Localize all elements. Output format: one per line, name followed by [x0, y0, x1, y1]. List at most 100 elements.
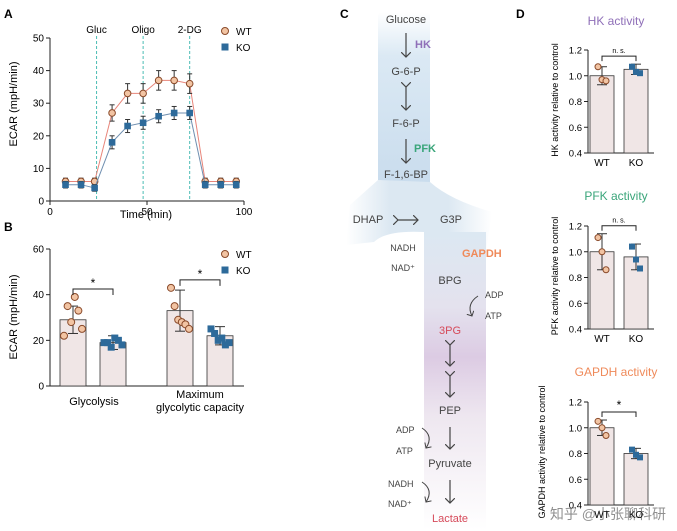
cofactor-nad-2: NAD⁺: [388, 499, 412, 509]
enzyme-hk: HK: [415, 39, 431, 51]
d-point-wt: [594, 417, 602, 425]
d-x-tick-label: WT: [594, 510, 610, 521]
a-point-ko: [91, 184, 98, 192]
hk-activity-title: HK activity: [588, 14, 645, 28]
metabolite-f16bp: F-1,6-BP: [384, 169, 428, 181]
atp-generation-arc-2: [421, 427, 429, 448]
metabolite-f6p: F-6-P: [392, 118, 420, 130]
pfk-activity-ylabel: PFK activity relative to control: [550, 217, 560, 336]
panel-b-legend: WT KO: [221, 250, 252, 277]
d-x-tick-label: WT: [594, 158, 610, 169]
a-point-ko: [232, 181, 240, 188]
cofactor-adp-2: ADP: [396, 425, 415, 435]
d-significance-bracket: [601, 55, 637, 62]
legend-wt-marker: [221, 27, 229, 35]
b-significance-bracket: [179, 279, 221, 286]
panel-label-c: C: [340, 7, 349, 21]
a-injection-label: Gluc: [86, 25, 107, 36]
panel-a-legend: WT KO: [221, 27, 252, 54]
d-point-ko: [629, 243, 635, 250]
d-point-ko: [637, 454, 643, 461]
d-point-wt: [602, 431, 610, 439]
b-point-wt: [63, 302, 72, 311]
d-point-ko: [637, 265, 643, 272]
a-y-tick-label: 10: [33, 164, 45, 175]
metabolite-g6p: G-6-P: [391, 66, 420, 78]
d-y-tick-label: 0.4: [569, 149, 582, 160]
cofactor-nadh-1: NADH: [390, 243, 416, 253]
d-bar-ko: [623, 68, 649, 154]
a-point-ko: [77, 181, 85, 188]
a-point-wt: [185, 79, 194, 88]
a-point-ko: [124, 122, 131, 130]
gapdh-activity-ylabel: GAPDH activity relative to control: [537, 385, 547, 518]
a-x-tick-label: 0: [47, 207, 53, 218]
legend-ko-marker: [221, 266, 229, 274]
a-injection-label: Oligo: [131, 25, 155, 36]
metabolite-glucose: Glucose: [386, 14, 426, 26]
legend-ko-marker: [221, 43, 229, 51]
d-point-ko: [637, 70, 643, 77]
ecar-bar-chart: ECAR (mpH/min) 0 20 40 60 * * Glycolysis Maxi…: [8, 245, 252, 415]
a-point-ko: [217, 181, 225, 188]
a-x-tick-label: 50: [141, 207, 153, 218]
d-y-tick-label: 0.6: [569, 123, 582, 134]
legend-ko-label: KO: [236, 43, 251, 54]
d-y-tick-label: 1.2: [569, 222, 582, 233]
cofactor-nadh-2: NADH: [388, 479, 414, 489]
hk-activity-ylabel: HK activity relative to control: [550, 43, 560, 157]
panel-label-d: D: [516, 7, 525, 21]
d-y-tick-label: 0.8: [569, 449, 582, 460]
legend-wt-marker: [221, 250, 229, 258]
a-point-ko: [155, 112, 162, 120]
d-significance-bracket: [601, 225, 637, 231]
d-point-ko: [633, 68, 639, 75]
legend-wt-label: WT: [236, 27, 252, 38]
cofactor-atp-2: ATP: [396, 446, 413, 456]
b-point-ko: [114, 336, 122, 344]
cofactor-nad-1: NAD⁺: [391, 263, 415, 273]
a-point-ko: [139, 119, 147, 127]
d-point-wt: [602, 266, 610, 274]
a-point-ko: [201, 181, 209, 188]
panel-b-category-2-line-1: Maximum: [176, 389, 224, 401]
d-x-tick-label: KO: [629, 334, 644, 345]
d-y-tick-label: 1.0: [569, 71, 582, 82]
a-series-line-wt: [65, 79, 237, 182]
d-y-tick-label: 1.0: [569, 247, 582, 258]
d-point-wt: [602, 77, 610, 85]
legend-ko-label: KO: [236, 266, 251, 277]
metabolite-pyruvate: Pyruvate: [428, 458, 471, 470]
d-point-wt: [598, 424, 606, 432]
b-point-ko: [211, 329, 219, 337]
enzyme-gapdh: GAPDH: [462, 248, 502, 260]
b-point-wt: [60, 331, 68, 340]
d-bar-ko: [623, 256, 649, 330]
d-y-tick-label: 0.8: [569, 273, 582, 284]
metabolite-lactate: Lactate: [432, 513, 468, 525]
b-y-tick-label: 60: [33, 245, 45, 256]
a-point-wt: [154, 76, 163, 85]
b-y-tick-label: 40: [33, 290, 45, 301]
d-significance-label: n. s.: [612, 48, 625, 55]
a-series-line-ko: [65, 112, 237, 189]
b-significance-label: *: [91, 276, 96, 290]
b-point-ko: [107, 343, 115, 351]
d-y-tick-label: 1.2: [569, 398, 582, 409]
metabolite-3pg: 3PG: [439, 325, 461, 337]
nad-regeneration-arc: [421, 481, 429, 502]
watermark: 知乎 @小张聊科研: [550, 506, 666, 522]
d-x-tick-label: WT: [594, 334, 610, 345]
a-point-wt: [123, 89, 132, 98]
a-point-wt: [108, 109, 116, 117]
glycolysis-pathway-diagram: Glucose HK G-6-P F-6-P PFK F-1,6-BP DHAP…: [346, 12, 504, 530]
b-point-wt: [167, 283, 175, 292]
metabolite-dhap: DHAP: [353, 214, 384, 226]
a-y-tick-label: 50: [33, 34, 45, 45]
a-y-tick-label: 0: [38, 197, 44, 208]
d-significance-bracket: [601, 411, 637, 418]
a-point-ko: [170, 109, 178, 117]
atp-generation-arc-1: [470, 295, 479, 316]
a-point-wt: [139, 89, 147, 98]
d-point-wt: [594, 234, 602, 242]
